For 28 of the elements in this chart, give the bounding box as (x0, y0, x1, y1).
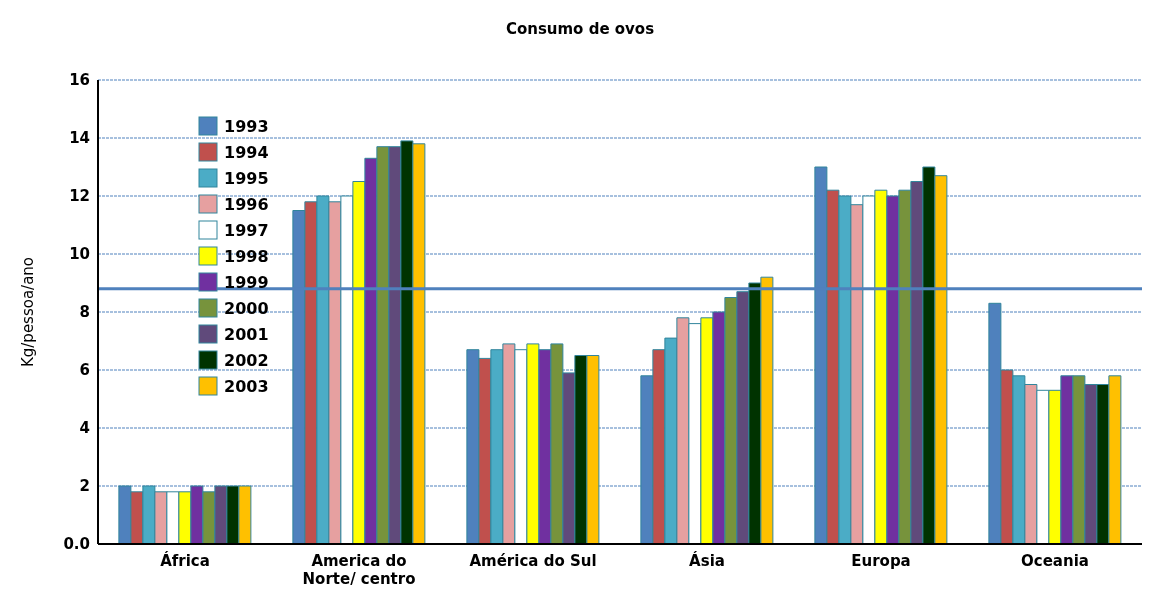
y-tick-label: 2 (79, 477, 90, 496)
y-tick-label: 12 (69, 187, 90, 206)
y-tick-label: 0.0 (63, 535, 90, 554)
x-tick-label: Europa (851, 552, 911, 570)
legend-label: 1993 (224, 116, 269, 136)
x-tick-label: America do Norte/ centro (302, 552, 416, 588)
y-tick-label: 14 (69, 129, 90, 148)
legend-label: 2002 (224, 350, 269, 370)
y-axis-title: Kg/pessoa/ano (19, 256, 38, 368)
legend-label: 2003 (224, 376, 269, 396)
y-tick-label: 10 (69, 245, 90, 264)
y-tick-label: 16 (69, 71, 90, 90)
y-tick-label: 6 (79, 361, 90, 380)
x-tick-label: Ásia (689, 551, 725, 570)
y-tick-label: 4 (79, 419, 90, 438)
legend-label: 1996 (224, 194, 269, 214)
legend-label: 1998 (224, 246, 269, 266)
chart-title: Consumo de ovos (504, 19, 656, 40)
x-tick-label: América do Sul (469, 552, 597, 570)
legend-label: 2001 (224, 324, 269, 344)
x-tick-label: África (160, 551, 210, 570)
legend-label: 1999 (224, 272, 269, 292)
x-tick-label: Oceania (1021, 552, 1089, 570)
legend-label: 1994 (224, 142, 269, 162)
y-tick-label: 8 (79, 303, 90, 322)
legend-label: 1997 (224, 220, 269, 240)
legend-label: 2000 (224, 298, 269, 318)
legend-label: 1995 (224, 168, 269, 188)
